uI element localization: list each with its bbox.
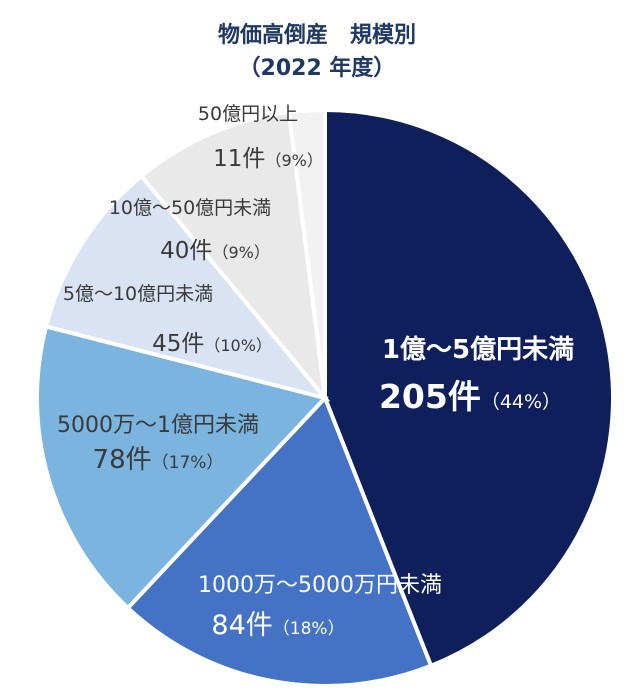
slice-value-label: 78件（17%） xyxy=(93,445,224,475)
slice-name-label: 50億円以上 xyxy=(198,103,298,125)
slice-name-label: 5000万～1億円未満 xyxy=(57,413,259,438)
chart-title: 物価高倒産 規模別 xyxy=(218,22,416,48)
pie-slice xyxy=(323,107,615,669)
slice-name-label: 1億～5億円未満 xyxy=(382,335,574,365)
chart-subtitle: （2022 年度） xyxy=(239,55,396,81)
slice-value-label: 84件（18%） xyxy=(211,610,344,641)
slice-name-label: 10億～50億円未満 xyxy=(109,197,271,219)
pie-slice xyxy=(286,107,327,399)
slice-name-label: 5億～10億円未満 xyxy=(63,283,213,305)
slice-value-label: 205件（44%） xyxy=(379,377,561,416)
pie-slice xyxy=(35,323,329,611)
slice-value-label: 45件（10%） xyxy=(152,331,272,357)
pie-slice xyxy=(43,173,331,402)
pie-slices xyxy=(35,107,615,688)
pie-slice xyxy=(138,110,328,405)
slice-value-label: 40件（9%） xyxy=(160,238,270,264)
slice-value-label: 11件（9%） xyxy=(213,146,323,172)
slice-labels: 1億～5億円未満 205件（44%） 1000万～5000万円未満 84件（18%） 5… xyxy=(57,103,574,641)
slice-name-label: 1000万～5000万円未満 xyxy=(198,573,442,598)
pie-slice xyxy=(125,394,434,688)
